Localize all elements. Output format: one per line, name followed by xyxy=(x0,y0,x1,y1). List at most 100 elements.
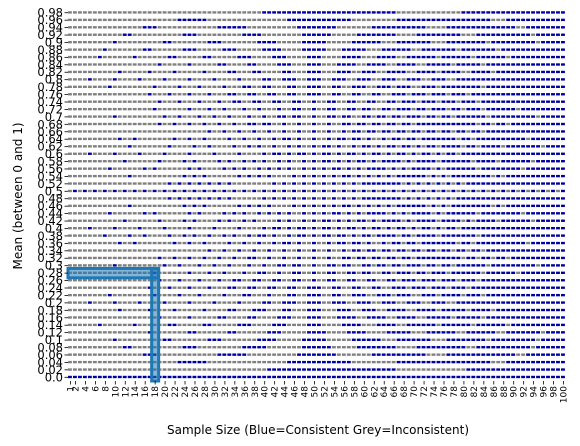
heatmap-cell xyxy=(326,85,331,89)
heatmap-cell xyxy=(426,256,431,260)
heatmap-cell xyxy=(297,241,301,245)
heatmap-cell xyxy=(386,55,391,59)
heatmap-cell xyxy=(396,122,401,126)
heatmap-cell xyxy=(97,338,102,341)
heatmap-cell xyxy=(411,137,416,141)
heatmap-cell xyxy=(307,360,311,364)
heatmap-cell xyxy=(376,279,381,282)
heatmap-cell xyxy=(496,212,501,215)
heatmap-cell xyxy=(277,308,282,312)
heatmap-cell xyxy=(341,100,346,103)
heatmap-cell xyxy=(267,182,272,185)
heatmap-cell xyxy=(187,226,192,230)
heatmap-cell xyxy=(551,70,555,74)
heatmap-cell xyxy=(82,212,87,215)
heatmap-cell xyxy=(431,78,436,81)
heatmap-cell xyxy=(292,234,296,237)
heatmap-cell xyxy=(257,174,262,178)
heatmap-cell xyxy=(531,100,536,103)
heatmap-cell xyxy=(217,78,222,81)
heatmap-cell xyxy=(68,55,72,59)
heatmap-cell xyxy=(157,264,162,267)
heatmap-cell xyxy=(257,197,262,200)
heatmap-cell xyxy=(132,264,137,267)
heatmap-cell xyxy=(302,130,306,133)
heatmap-cell xyxy=(536,249,540,252)
heatmap-cell xyxy=(326,360,331,364)
heatmap-cell xyxy=(361,55,366,59)
heatmap-cell xyxy=(546,11,550,14)
heatmap-cell xyxy=(137,18,142,22)
heatmap-cell xyxy=(97,241,102,245)
heatmap-cell xyxy=(491,197,496,200)
heatmap-cell xyxy=(212,55,217,59)
heatmap-cell xyxy=(436,33,441,36)
heatmap-cell xyxy=(212,189,217,193)
heatmap-cell xyxy=(277,249,282,252)
heatmap-cell xyxy=(446,26,451,29)
heatmap-cell xyxy=(77,256,82,260)
heatmap-cell xyxy=(202,40,207,44)
heatmap-cell xyxy=(107,100,112,103)
heatmap-cell xyxy=(92,26,97,29)
heatmap-cell xyxy=(546,375,550,379)
heatmap-cell xyxy=(147,279,152,282)
heatmap-cell xyxy=(501,331,506,334)
heatmap-cell xyxy=(207,93,212,96)
heatmap-cell xyxy=(68,346,72,349)
heatmap-cell xyxy=(97,55,102,59)
heatmap-cell xyxy=(287,26,291,29)
heatmap-cell xyxy=(466,130,471,133)
heatmap-cell xyxy=(307,85,311,89)
heatmap-cell xyxy=(536,70,540,74)
heatmap-cell xyxy=(401,107,406,111)
heatmap-cell xyxy=(68,368,72,371)
heatmap-cell xyxy=(102,122,107,126)
heatmap-cell xyxy=(326,160,331,163)
heatmap-cell xyxy=(317,293,321,297)
heatmap-cell xyxy=(137,152,142,155)
heatmap-cell xyxy=(441,293,446,297)
heatmap-cell xyxy=(82,78,87,81)
heatmap-cell xyxy=(556,226,560,230)
heatmap-cell xyxy=(366,331,371,334)
heatmap-cell xyxy=(336,346,341,349)
heatmap-cell xyxy=(541,160,545,163)
heatmap-cell xyxy=(282,323,287,327)
heatmap-cell xyxy=(541,308,545,312)
heatmap-cell xyxy=(117,115,122,118)
heatmap-cell xyxy=(77,219,82,222)
heatmap-cell xyxy=(416,234,421,237)
heatmap-cell xyxy=(282,219,287,222)
heatmap-cell xyxy=(82,85,87,89)
heatmap-cell xyxy=(262,70,267,74)
heatmap-cell xyxy=(481,122,486,126)
heatmap-cell xyxy=(137,293,142,297)
heatmap-cell xyxy=(127,182,132,185)
heatmap-cell xyxy=(132,219,137,222)
heatmap-cell xyxy=(466,375,471,379)
heatmap-cell xyxy=(501,122,506,126)
heatmap-cell xyxy=(356,331,361,334)
heatmap-cell xyxy=(421,48,426,51)
heatmap-cell xyxy=(336,375,341,379)
heatmap-cell xyxy=(346,264,351,267)
heatmap-cell xyxy=(516,338,521,341)
heatmap-cell xyxy=(302,219,306,222)
heatmap-cell xyxy=(202,264,207,267)
heatmap-cell xyxy=(302,122,306,126)
heatmap-cell xyxy=(302,167,306,170)
heatmap-cell xyxy=(317,33,321,36)
heatmap-cell xyxy=(77,107,82,111)
heatmap-cell xyxy=(97,219,102,222)
heatmap-cell xyxy=(326,78,331,81)
heatmap-cell xyxy=(192,33,197,36)
heatmap-cell xyxy=(112,219,117,222)
heatmap-cell xyxy=(426,204,431,208)
heatmap-cell xyxy=(396,130,401,133)
heatmap-cell xyxy=(227,197,232,200)
heatmap-cell xyxy=(127,115,132,118)
heatmap-cell xyxy=(157,70,162,74)
heatmap-cell xyxy=(556,122,560,126)
heatmap-cell xyxy=(331,286,336,289)
